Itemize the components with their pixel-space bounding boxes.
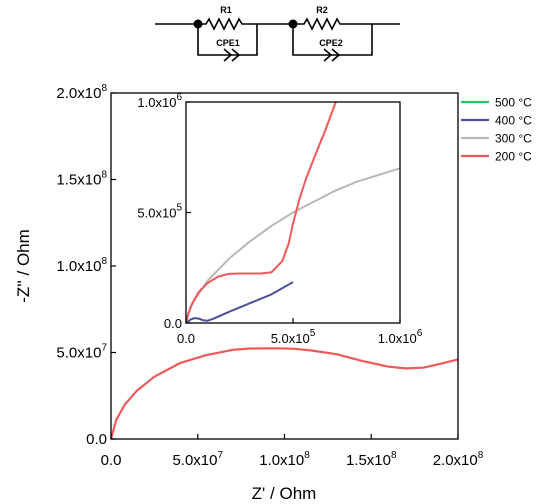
main-x-tick-label: 1.5x108 [346, 450, 397, 469]
cpe2-branch [292, 24, 373, 56]
main-x-tick-label: 1.0x108 [259, 450, 310, 469]
circuit-label-cpe1: CPE1 [216, 38, 240, 48]
legend-label-400: 400 °C [495, 114, 532, 128]
y-axis-label: -Z'' / Ohm [14, 229, 33, 303]
circuit-label-cpe2: CPE2 [319, 38, 343, 48]
inset-series-400c [186, 281, 294, 323]
main-y-tick-label: 2.0x108 [56, 83, 107, 102]
main-y-tick-label: 1.5x108 [56, 170, 107, 189]
equivalent-circuit-diagram [155, 17, 400, 62]
cpe1-symbol-b [231, 48, 241, 62]
legend-label-300: 300 °C [495, 132, 532, 146]
legend-label-500: 500 °C [495, 96, 532, 110]
inset-x-tick-label: 5.0x105 [271, 328, 316, 346]
main-plot: 0.0 5.0x107 1.0x108 1.5x108 2.0x108 0.0 5.0x10… [56, 83, 483, 469]
circuit-label-r1: R1 [220, 5, 232, 15]
x-axis-label: Z' / Ohm [252, 484, 317, 503]
inset-series-200c [186, 101, 337, 323]
cpe2-symbol-b [331, 48, 341, 62]
inset-x-tick-label: 1.0x106 [378, 328, 423, 346]
inset-x-tick-label: 0.0 [177, 331, 195, 346]
main-y-tick-label: 0.0 [86, 431, 107, 448]
inset-plot: 0.0 5.0x105 1.0x106 0.0 5.0x105 1.0x106 [137, 92, 422, 346]
inset-y-tick-label: 1.0x106 [137, 92, 182, 110]
legend-label-200: 200 °C [495, 150, 532, 164]
main-y-tick-label: 1.0x108 [56, 256, 107, 275]
circuit-label-r2: R2 [316, 5, 328, 15]
circuit-node-1 [193, 19, 203, 29]
inset-y-tick-label: 0.0 [164, 316, 182, 331]
main-x-tick-label: 0.0 [101, 452, 122, 469]
main-x-tick-label: 5.0x107 [172, 450, 223, 469]
cpe2-symbol-a [323, 48, 333, 62]
main-x-tick-label: 2.0x108 [433, 450, 484, 469]
legend: 500 °C 400 °C 300 °C 200 °C [461, 96, 532, 164]
resistor-r1-symbol [198, 17, 257, 31]
cpe1-symbol-a [223, 48, 233, 62]
inset-y-tick-label: 5.0x105 [137, 203, 182, 221]
circuit-node-2 [288, 19, 298, 29]
main-y-tick-label: 5.0x107 [56, 343, 107, 362]
cpe1-branch [197, 24, 258, 56]
resistor-r2-symbol [293, 17, 372, 31]
main-series-200c [111, 347, 459, 439]
